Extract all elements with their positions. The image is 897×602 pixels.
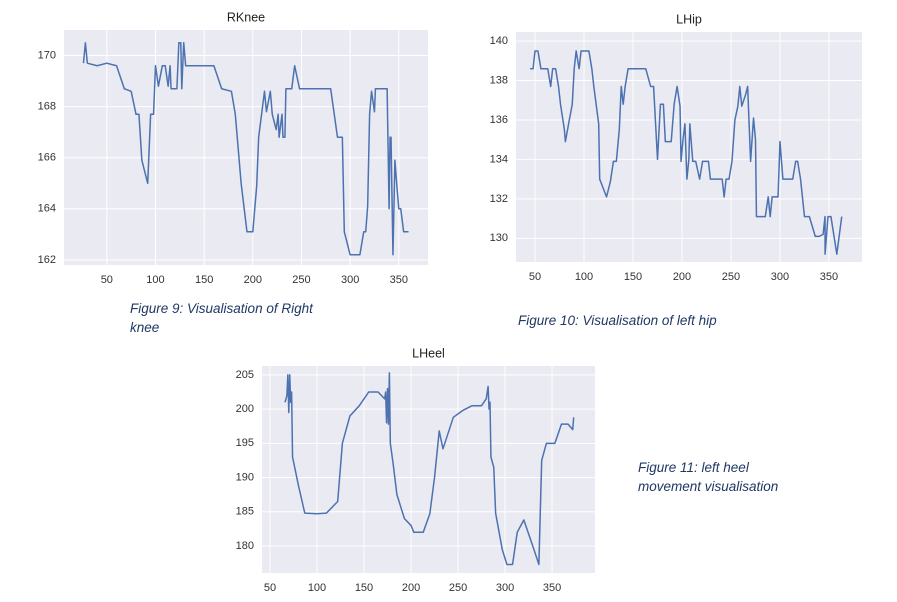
data-line: [530, 50, 843, 255]
y-tick-label: 136: [490, 114, 508, 126]
chart-title: RKnee: [227, 10, 265, 24]
plot-area: [262, 366, 595, 573]
y-tick-label: 132: [490, 193, 508, 205]
y-tick-label: 180: [236, 540, 254, 552]
y-tick-label: 170: [38, 49, 56, 61]
y-tick-label: 166: [38, 152, 56, 164]
x-tick-label: 350: [543, 582, 561, 594]
x-tick-label: 100: [308, 582, 326, 594]
caption: Figure 11: left heel movement visualisat…: [638, 460, 779, 494]
x-tick-label: 150: [624, 271, 642, 283]
x-tick-label: 300: [341, 274, 359, 286]
data-line: [284, 372, 575, 566]
x-tick-label: 150: [355, 582, 373, 594]
y-tick-label: 130: [490, 232, 508, 244]
x-tick-label: 50: [529, 271, 541, 283]
x-tick-label: 250: [449, 582, 467, 594]
y-tick-label: 134: [490, 153, 508, 165]
y-tick-label: 140: [490, 35, 508, 47]
y-tick-label: 168: [38, 101, 56, 113]
x-tick-label: 50: [264, 582, 276, 594]
caption: Figure 10: Visualisation of left hip: [518, 313, 717, 328]
x-tick-label: 50: [101, 274, 113, 286]
data-line: [82, 42, 409, 256]
x-tick-label: 200: [244, 274, 262, 286]
y-tick-label: 205: [236, 369, 254, 381]
chart-title: LHeel: [412, 346, 445, 360]
y-tick-label: 195: [236, 437, 254, 449]
x-tick-label: 100: [146, 274, 164, 286]
x-tick-label: 300: [771, 271, 789, 283]
caption: Figure 9: Visualisation of Right knee: [130, 301, 313, 335]
x-tick-label: 350: [820, 271, 838, 283]
x-tick-label: 250: [722, 271, 740, 283]
chart-title: LHip: [676, 12, 702, 26]
y-tick-label: 200: [236, 403, 254, 415]
x-tick-label: 200: [402, 582, 420, 594]
y-tick-label: 138: [490, 74, 508, 86]
x-tick-label: 350: [390, 274, 408, 286]
y-tick-label: 190: [236, 471, 254, 483]
x-tick-label: 100: [575, 271, 593, 283]
y-tick-label: 162: [38, 254, 56, 266]
y-tick-label: 185: [236, 506, 254, 518]
y-tick-label: 164: [38, 203, 56, 215]
x-tick-label: 250: [292, 274, 310, 286]
x-tick-label: 150: [195, 274, 213, 286]
x-tick-label: 300: [496, 582, 514, 594]
x-tick-label: 200: [673, 271, 691, 283]
